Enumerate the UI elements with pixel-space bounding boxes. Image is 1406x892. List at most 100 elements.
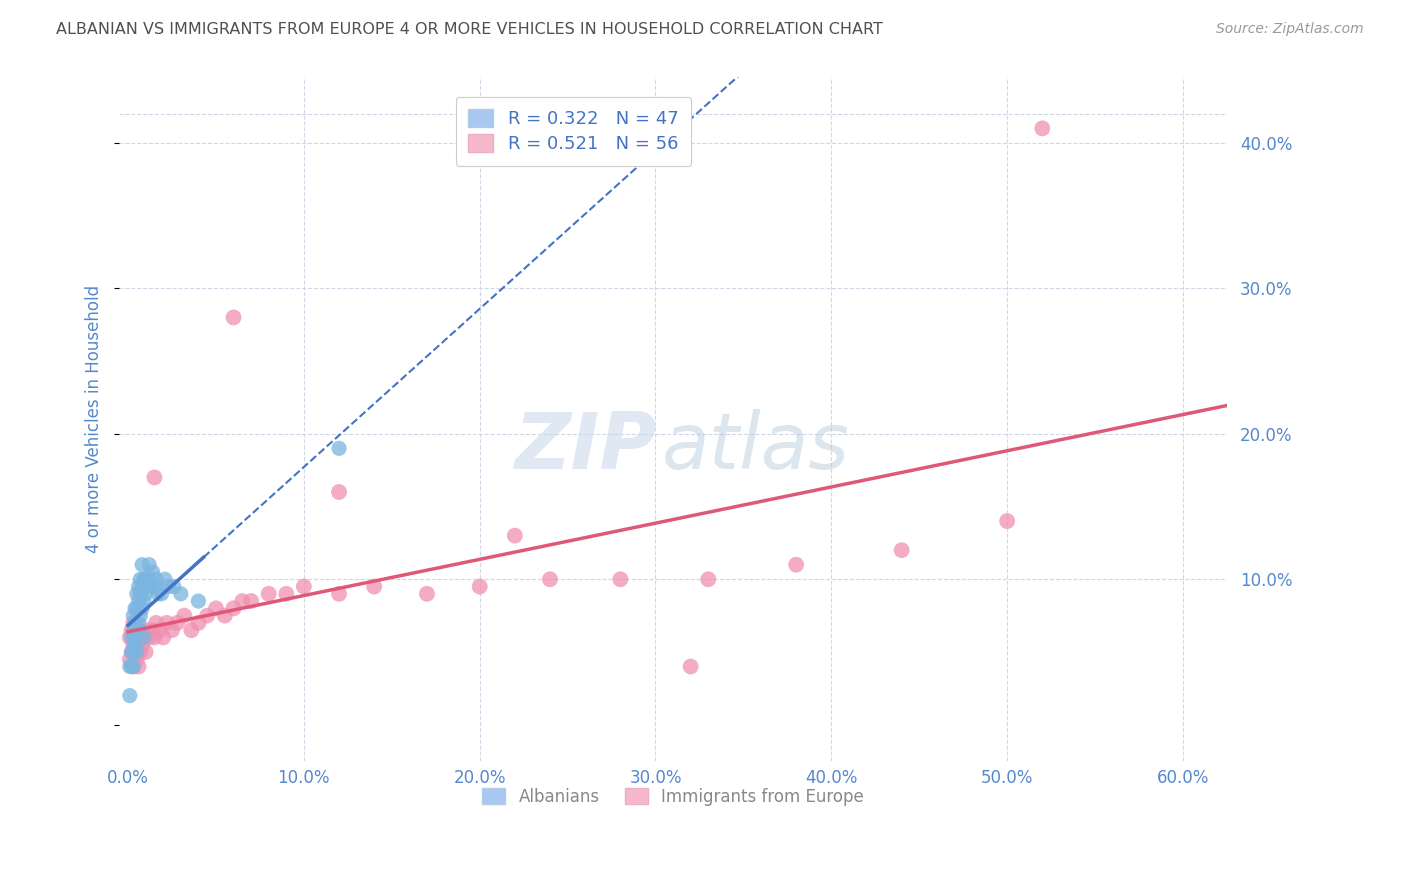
Point <box>328 587 350 601</box>
Point <box>995 514 1018 528</box>
Point <box>128 659 150 673</box>
Point <box>150 587 173 601</box>
Point <box>118 659 141 673</box>
Point <box>121 645 143 659</box>
Point <box>138 631 160 645</box>
Text: Source: ZipAtlas.com: Source: ZipAtlas.com <box>1216 22 1364 37</box>
Point <box>131 580 153 594</box>
Point <box>276 587 298 601</box>
Point <box>125 645 148 659</box>
Point <box>187 594 209 608</box>
Point <box>135 645 157 659</box>
Point <box>129 608 152 623</box>
Point <box>121 645 143 659</box>
Point <box>890 543 912 558</box>
Point <box>139 580 162 594</box>
Point <box>128 623 150 637</box>
Point <box>416 587 439 601</box>
Point <box>118 652 141 666</box>
Point <box>180 623 202 637</box>
Point <box>122 608 145 623</box>
Point <box>129 572 152 586</box>
Point <box>146 587 169 601</box>
Point <box>173 608 195 623</box>
Point <box>132 631 155 645</box>
Point <box>143 470 166 484</box>
Text: ALBANIAN VS IMMIGRANTS FROM EUROPE 4 OR MORE VEHICLES IN HOUSEHOLD CORRELATION C: ALBANIAN VS IMMIGRANTS FROM EUROPE 4 OR … <box>56 22 883 37</box>
Point <box>122 638 145 652</box>
Point <box>143 631 166 645</box>
Point <box>118 631 141 645</box>
Text: atlas: atlas <box>662 409 849 484</box>
Point <box>153 572 176 586</box>
Point <box>145 615 167 630</box>
Point <box>240 594 263 608</box>
Point <box>135 587 157 601</box>
Point <box>125 623 148 637</box>
Point <box>222 310 245 325</box>
Point <box>142 565 165 579</box>
Point <box>125 623 148 637</box>
Text: ZIP: ZIP <box>515 409 657 484</box>
Point <box>125 652 148 666</box>
Point <box>697 572 720 586</box>
Point <box>257 587 280 601</box>
Y-axis label: 4 or more Vehicles in Household: 4 or more Vehicles in Household <box>86 285 103 553</box>
Point <box>125 601 148 615</box>
Point <box>785 558 807 572</box>
Point <box>138 572 160 586</box>
Point <box>131 601 153 615</box>
Point <box>135 572 157 586</box>
Point <box>143 580 166 594</box>
Point <box>131 638 153 652</box>
Point <box>124 638 146 652</box>
Point <box>128 580 150 594</box>
Legend: Albanians, Immigrants from Europe: Albanians, Immigrants from Europe <box>474 780 873 814</box>
Point <box>152 631 174 645</box>
Point <box>128 594 150 608</box>
Point <box>124 601 146 615</box>
Point <box>125 587 148 601</box>
Point <box>122 645 145 659</box>
Point <box>128 623 150 637</box>
Point <box>129 645 152 659</box>
Point <box>129 587 152 601</box>
Point <box>124 631 146 645</box>
Point <box>503 528 526 542</box>
Point <box>157 580 180 594</box>
Point <box>231 594 253 608</box>
Point <box>132 572 155 586</box>
Point <box>122 659 145 673</box>
Point <box>679 659 702 673</box>
Point <box>124 623 146 637</box>
Point <box>121 623 143 637</box>
Point <box>160 623 183 637</box>
Point <box>118 689 141 703</box>
Point <box>214 608 236 623</box>
Point <box>170 587 193 601</box>
Point <box>149 623 172 637</box>
Point <box>128 615 150 630</box>
Point <box>122 659 145 673</box>
Point <box>468 580 491 594</box>
Point <box>129 631 152 645</box>
Point <box>145 572 167 586</box>
Point <box>132 631 155 645</box>
Point <box>222 601 245 615</box>
Point <box>328 485 350 500</box>
Point <box>121 631 143 645</box>
Point <box>328 442 350 456</box>
Point <box>131 558 153 572</box>
Point <box>121 659 143 673</box>
Point <box>136 623 159 637</box>
Point <box>136 580 159 594</box>
Point <box>363 580 385 594</box>
Point <box>142 623 165 637</box>
Point <box>538 572 561 586</box>
Point <box>122 623 145 637</box>
Point <box>138 558 160 572</box>
Point <box>166 615 188 630</box>
Point <box>205 601 228 615</box>
Point <box>124 615 146 630</box>
Point <box>187 615 209 630</box>
